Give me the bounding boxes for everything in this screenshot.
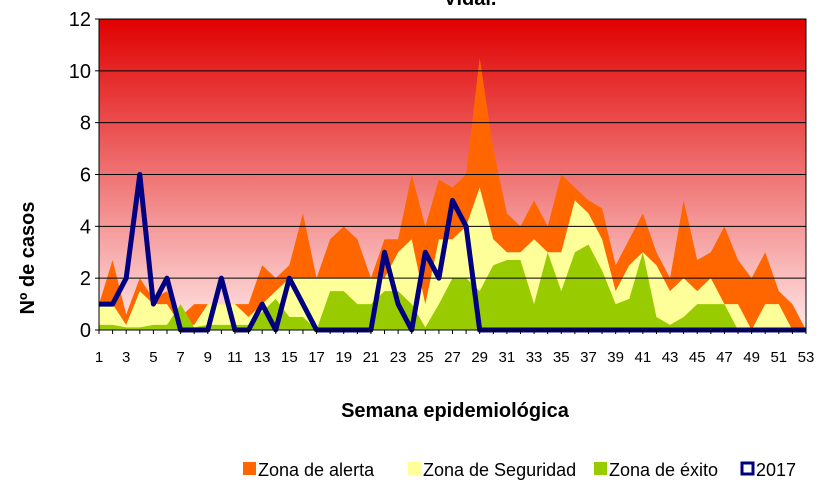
x-tick-label: 25 xyxy=(417,349,434,366)
legend-swatch xyxy=(408,462,421,475)
x-tick-label: 41 xyxy=(635,349,652,366)
y-tick-label: 12 xyxy=(69,9,91,31)
x-tick-label: 53 xyxy=(798,349,815,366)
x-tick-label: 15 xyxy=(281,349,298,366)
x-tick-label: 35 xyxy=(553,349,570,366)
y-tick-label: 2 xyxy=(80,268,91,290)
x-tick-label: 9 xyxy=(204,349,212,366)
legend-swatch xyxy=(740,461,755,476)
x-tick-label: 7 xyxy=(176,349,184,366)
area xyxy=(99,187,806,330)
legend-label: Zona de Seguridad xyxy=(423,460,576,480)
legend-label: 2017 xyxy=(756,460,796,480)
x-tick-label: 27 xyxy=(444,349,461,366)
legend-label: Zona de éxito xyxy=(609,460,718,480)
x-tick-label: 49 xyxy=(743,349,760,366)
x-tick-label: 45 xyxy=(689,349,706,366)
x-tick-label: 33 xyxy=(526,349,543,366)
x-tick-label: 23 xyxy=(390,349,407,366)
x-tick-label: 21 xyxy=(363,349,380,366)
y-tick-label: 10 xyxy=(69,61,91,83)
chart-title: Vidal. xyxy=(444,0,497,10)
x-tick-label: 11 xyxy=(227,349,243,366)
y-tick-label: 4 xyxy=(80,216,91,238)
x-tick-label: 37 xyxy=(580,349,597,366)
x-tick-label: 3 xyxy=(122,349,130,366)
y-axis-title: Nº de casos xyxy=(17,202,39,315)
area xyxy=(99,57,806,330)
area xyxy=(99,244,806,330)
x-tick-label: 39 xyxy=(607,349,624,366)
x-tick-label: 51 xyxy=(770,349,787,366)
x-tick-label: 31 xyxy=(499,349,516,366)
legend-swatch xyxy=(243,462,256,475)
x-tick-label: 43 xyxy=(662,349,679,366)
x-tick-label: 13 xyxy=(254,349,271,366)
y-tick-label: 8 xyxy=(80,113,91,135)
x-tick-label: 19 xyxy=(335,349,352,366)
y-tick-label: 0 xyxy=(80,320,91,342)
legend-label: Zona de alerta xyxy=(258,460,375,480)
x-axis-title: Semana epidemiológica xyxy=(341,400,570,422)
x-tick-label: 1 xyxy=(95,349,103,366)
x-tick-label: 47 xyxy=(716,349,733,366)
legend-swatch xyxy=(594,462,607,475)
y-tick-label: 6 xyxy=(80,165,91,187)
x-tick-label: 5 xyxy=(149,349,157,366)
x-tick-label: 17 xyxy=(308,349,325,366)
x-tick-label: 29 xyxy=(471,349,488,366)
